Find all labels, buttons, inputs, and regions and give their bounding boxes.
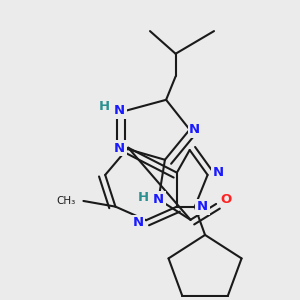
Text: O: O	[221, 193, 232, 206]
Text: N: N	[133, 216, 144, 229]
Text: N: N	[114, 142, 125, 155]
Text: N: N	[212, 166, 224, 179]
Text: N: N	[189, 123, 200, 136]
Text: N: N	[197, 200, 208, 213]
Text: H: H	[138, 190, 149, 204]
Text: CH₃: CH₃	[56, 196, 75, 206]
Text: N: N	[153, 193, 164, 206]
Text: H: H	[99, 100, 110, 113]
Text: N: N	[114, 104, 125, 118]
